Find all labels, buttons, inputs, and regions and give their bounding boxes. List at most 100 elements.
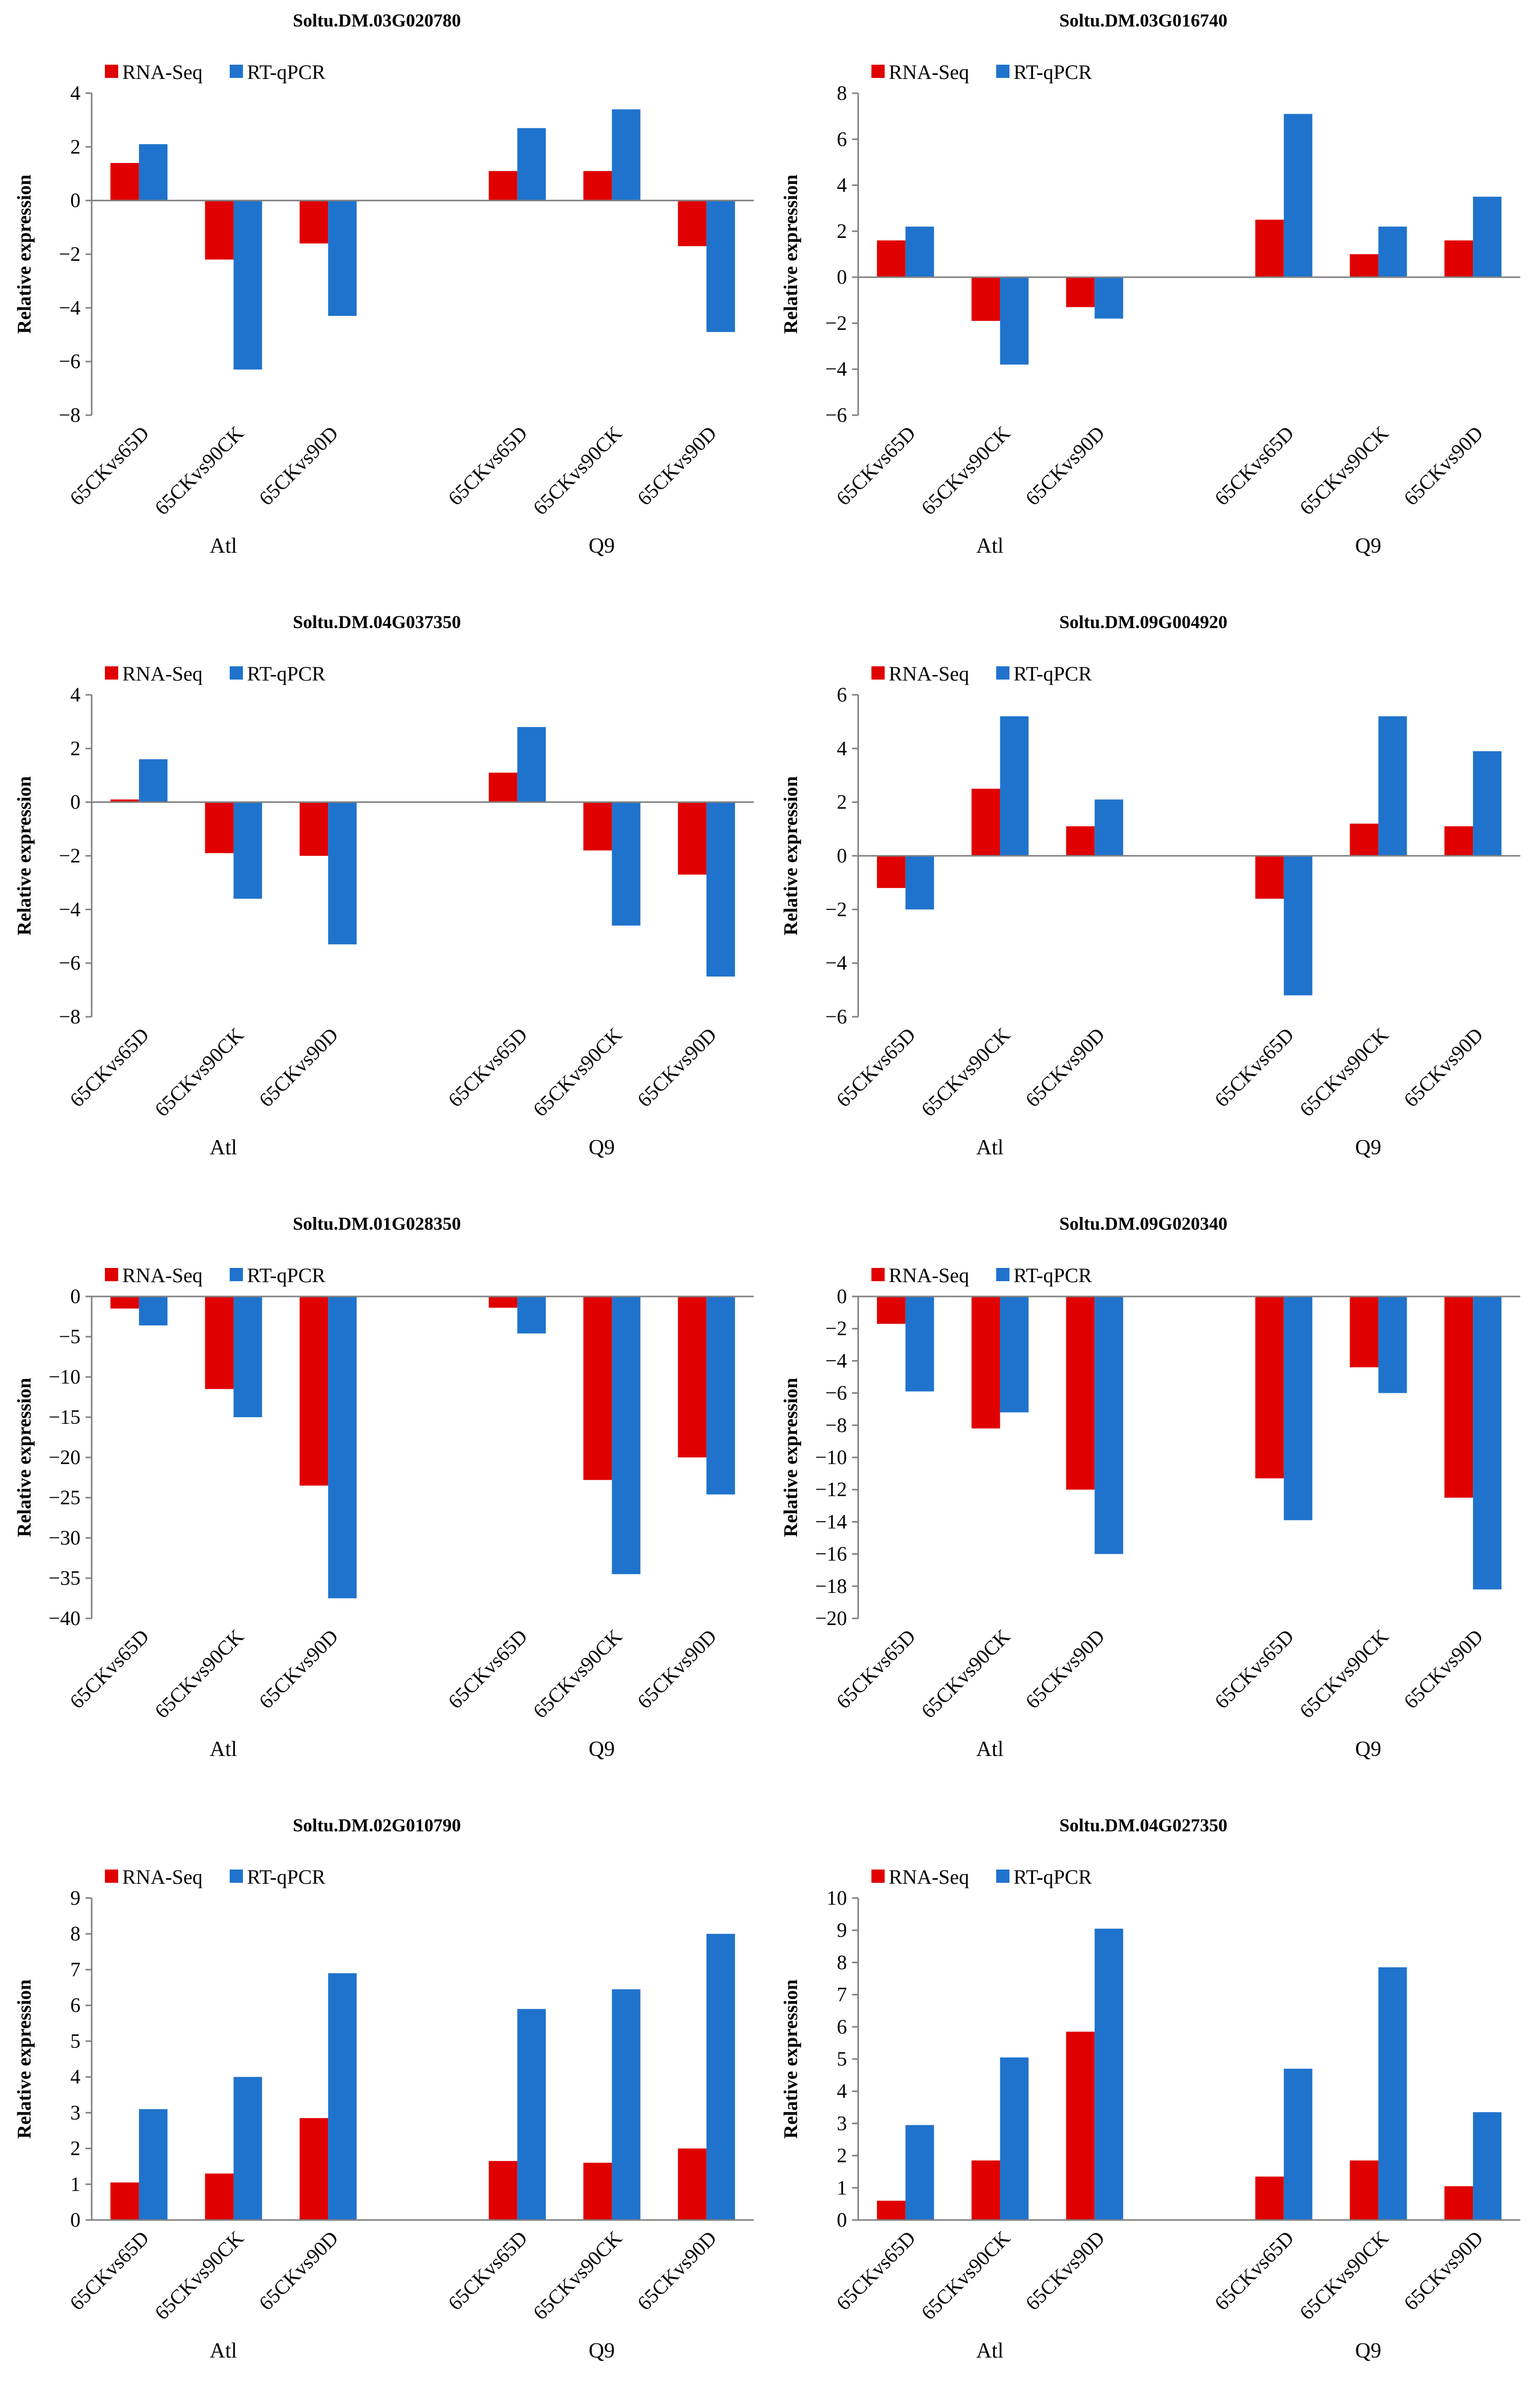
y-tick-label: −2 bbox=[825, 898, 847, 921]
bar-rt-qpcr bbox=[1094, 1929, 1124, 2220]
y-tick-label: 0 bbox=[70, 1285, 80, 1308]
y-tick-label: 0 bbox=[70, 189, 80, 212]
bar-rna-seq bbox=[1066, 826, 1095, 856]
legend-label-rna-seq: RNA-Seq bbox=[122, 61, 203, 84]
category-label: 65CKvs90D bbox=[1399, 1023, 1487, 1112]
category-label: 65CKvs90CK bbox=[150, 1625, 248, 1722]
bar-rt-qpcr bbox=[706, 200, 735, 332]
legend-swatch-rt-qpcr bbox=[230, 1870, 243, 1883]
y-tick-label: 7 bbox=[70, 1958, 80, 1981]
category-label: 65CKvs90CK bbox=[917, 1023, 1015, 1121]
bar-rna-seq bbox=[1444, 240, 1473, 278]
legend-swatch-rt-qpcr bbox=[996, 1268, 1009, 1281]
y-tick-label: −2 bbox=[825, 311, 847, 334]
bar-rt-qpcr bbox=[905, 856, 934, 910]
y-tick-label: 5 bbox=[837, 2047, 847, 2070]
bar-rna-seq bbox=[1255, 1296, 1284, 1479]
category-label: 65CKvs90D bbox=[633, 422, 721, 510]
category-label: 65CKvs90D bbox=[1399, 422, 1487, 510]
bar-rna-seq bbox=[877, 856, 906, 888]
bar-rt-qpcr bbox=[1378, 226, 1407, 278]
bar-rt-qpcr bbox=[1473, 197, 1502, 278]
y-tick-label: 0 bbox=[70, 791, 80, 814]
bar-rt-qpcr bbox=[1473, 2112, 1502, 2220]
bar-rna-seq bbox=[1255, 2176, 1284, 2220]
chart-svg: Soltu.DM.03G020780 RNA-Seq RT-qPCR −8 −6 −4 −2… bbox=[14, 10, 754, 558]
y-tick-label: −8 bbox=[59, 403, 80, 426]
bar-rt-qpcr bbox=[1000, 1296, 1029, 1413]
legend-swatch-rt-qpcr bbox=[996, 1870, 1009, 1883]
legend-swatch-rna-seq bbox=[871, 1268, 885, 1281]
bar-rna-seq bbox=[299, 802, 328, 856]
chart-svg: Soltu.DM.03G016740 RNA-Seq RT-qPCR −6 −4 −2 0 2… bbox=[780, 10, 1520, 558]
bar-rna-seq bbox=[299, 200, 328, 243]
legend-label-rna-seq: RNA-Seq bbox=[889, 1264, 969, 1287]
bar-rt-qpcr bbox=[612, 1989, 641, 2220]
chart-title: Soltu.DM.01G028350 bbox=[293, 1213, 461, 1234]
chart-panel: Soltu.DM.09G004920 RNA-Seq RT-qPCR −6 −4 −2 0 2… bbox=[766, 602, 1533, 1203]
chart-title: Soltu.DM.04G037350 bbox=[293, 612, 461, 632]
chart-svg: Soltu.DM.01G028350 RNA-Seq RT-qPCR −40 −35 −3… bbox=[14, 1213, 754, 1761]
category-label: 65CKvs65D bbox=[832, 422, 920, 510]
category-label: 65CKvs65D bbox=[1210, 1625, 1298, 1713]
y-tick-label: 4 bbox=[70, 2065, 80, 2088]
bar-rna-seq bbox=[877, 2201, 906, 2220]
category-label: 65CKvs65D bbox=[65, 1625, 153, 1713]
y-tick-label: −12 bbox=[815, 1478, 847, 1501]
bar-rt-qpcr bbox=[612, 1296, 641, 1575]
legend-swatch-rna-seq bbox=[871, 666, 885, 680]
category-label: 65CKvs65D bbox=[65, 1023, 153, 1112]
chart-svg: Soltu.DM.02G010790 RNA-Seq RT-qPCR 0 1 2 3 4 5 6 7… bbox=[14, 1815, 754, 2363]
bar-rna-seq bbox=[678, 802, 707, 875]
bar-rna-seq bbox=[583, 2162, 612, 2220]
category-label: 65CKvs65D bbox=[444, 1625, 532, 1713]
group-label: Atl bbox=[976, 1738, 1004, 1761]
bar-rt-qpcr bbox=[328, 802, 357, 944]
bar-rna-seq bbox=[299, 2118, 328, 2220]
y-axis-label: Relative expression bbox=[780, 1980, 802, 2139]
category-label: 65CKvs90D bbox=[1399, 2227, 1487, 2315]
legend-swatch-rna-seq bbox=[105, 666, 118, 680]
chart-svg: Soltu.DM.04G027350 RNA-Seq RT-qPCR 0 1 2 3 4 5 6 7… bbox=[780, 1815, 1520, 2363]
category-label: 65CKvs65D bbox=[832, 2227, 920, 2315]
y-tick-label: −4 bbox=[825, 952, 847, 975]
y-axis-label: Relative expression bbox=[14, 175, 35, 334]
y-tick-label: 2 bbox=[837, 2144, 847, 2167]
bar-rna-seq bbox=[971, 789, 1000, 856]
category-label: 65CKvs65D bbox=[1210, 1023, 1298, 1112]
bar-rt-qpcr bbox=[905, 226, 934, 278]
legend-label-rna-seq: RNA-Seq bbox=[122, 1865, 203, 1888]
category-label: 65CKvs65D bbox=[444, 1023, 532, 1112]
group-label: Q9 bbox=[1355, 1136, 1381, 1159]
y-tick-label: 8 bbox=[837, 82, 847, 104]
bar-rna-seq bbox=[678, 1296, 707, 1457]
group-label: Atl bbox=[210, 2339, 237, 2363]
bar-rt-qpcr bbox=[233, 200, 262, 370]
legend-label-rna-seq: RNA-Seq bbox=[122, 662, 203, 685]
bar-rna-seq bbox=[110, 2182, 139, 2220]
bar-rna-seq bbox=[877, 1296, 906, 1324]
y-tick-label: 4 bbox=[837, 2079, 847, 2102]
y-axis-label: Relative expression bbox=[780, 776, 802, 936]
bar-rna-seq bbox=[971, 1296, 1000, 1429]
bar-rna-seq bbox=[1350, 254, 1379, 278]
y-tick-label: −10 bbox=[815, 1446, 847, 1469]
category-label: 65CKvs90D bbox=[254, 2227, 342, 2315]
y-tick-label: 9 bbox=[837, 1918, 847, 1941]
bar-rna-seq bbox=[488, 1296, 517, 1308]
bar-rt-qpcr bbox=[233, 802, 262, 899]
legend-swatch-rt-qpcr bbox=[230, 65, 243, 78]
bar-rna-seq bbox=[1066, 277, 1095, 307]
bar-rt-qpcr bbox=[233, 1296, 262, 1417]
y-tick-label: 2 bbox=[70, 2137, 80, 2160]
bar-rt-qpcr bbox=[706, 802, 735, 977]
y-tick-label: −40 bbox=[48, 1607, 80, 1630]
category-label: 65CKvs90D bbox=[633, 1625, 721, 1713]
chart-panel: Soltu.DM.03G020780 RNA-Seq RT-qPCR −8 −6 −4 −2… bbox=[0, 0, 766, 602]
category-label: 65CKvs90CK bbox=[917, 1625, 1015, 1722]
y-tick-label: −2 bbox=[59, 242, 80, 265]
bar-rt-qpcr bbox=[905, 2125, 934, 2220]
bar-rna-seq bbox=[205, 2173, 234, 2220]
category-label: 65CKvs65D bbox=[444, 422, 532, 510]
